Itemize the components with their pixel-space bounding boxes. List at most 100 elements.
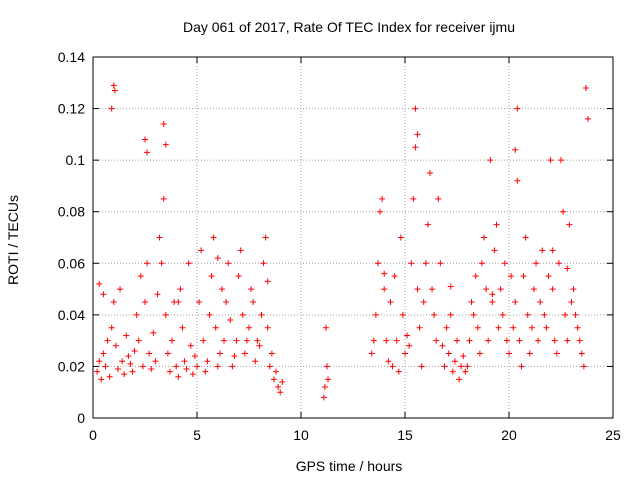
data-point <box>325 376 332 383</box>
data-point <box>158 260 165 267</box>
data-point <box>439 342 446 349</box>
data-point <box>518 363 525 370</box>
data-point <box>372 311 379 318</box>
data-point <box>216 350 223 357</box>
data-point <box>543 324 550 331</box>
data-point <box>200 337 207 344</box>
data-point <box>402 350 408 357</box>
data-point <box>173 363 180 370</box>
data-point <box>100 350 107 357</box>
data-point <box>395 368 402 375</box>
data-point <box>377 208 384 215</box>
data-point <box>447 311 454 318</box>
data-point <box>466 337 473 344</box>
data-point <box>250 298 257 305</box>
data-point <box>160 121 167 128</box>
data-point <box>237 247 244 254</box>
data-point <box>410 195 417 202</box>
data-point <box>241 350 248 357</box>
data-point <box>248 286 255 293</box>
data-point <box>443 324 450 331</box>
data-point <box>487 157 494 164</box>
data-point <box>231 353 238 360</box>
data-point <box>489 298 496 305</box>
data-point <box>177 286 184 293</box>
data-point <box>553 350 560 357</box>
data-point <box>214 255 221 262</box>
data-point <box>146 350 153 357</box>
data-point <box>385 358 392 365</box>
data-point <box>437 260 444 267</box>
data-point <box>391 273 398 280</box>
data-point <box>160 195 167 202</box>
data-point <box>445 350 452 357</box>
data-point <box>379 195 386 202</box>
data-point <box>512 298 519 305</box>
data-point <box>512 146 519 153</box>
data-point <box>393 337 400 344</box>
data-point <box>239 311 246 318</box>
data-point <box>458 363 465 370</box>
data-point <box>204 358 211 365</box>
data-point <box>414 131 421 138</box>
data-point <box>154 291 161 298</box>
data-point <box>144 149 151 156</box>
data-point <box>194 363 200 370</box>
data-point <box>119 358 126 365</box>
data-point <box>221 337 228 344</box>
data-point <box>164 350 171 357</box>
data-point <box>142 298 148 305</box>
x-tick-label: 5 <box>193 427 201 443</box>
data-point <box>485 337 492 344</box>
data-point <box>123 332 130 339</box>
data-point <box>108 105 115 112</box>
data-point <box>246 324 252 331</box>
y-tick-label: 0.06 <box>58 255 85 271</box>
plot-frame <box>92 56 614 419</box>
data-point <box>208 273 215 280</box>
data-point <box>96 358 103 365</box>
data-point <box>279 378 286 385</box>
y-tick-label: 0 <box>77 410 85 426</box>
data-point <box>478 260 485 267</box>
x-tick-label: 25 <box>605 427 621 443</box>
data-point <box>549 286 556 293</box>
data-point <box>541 311 548 318</box>
data-point <box>166 368 173 375</box>
data-point <box>555 260 562 267</box>
data-point <box>514 105 521 112</box>
data-point <box>117 286 124 293</box>
data-point <box>381 270 388 277</box>
y-tick-label: 0.04 <box>58 307 85 323</box>
axis-ticks: 0 5 10 15 20 25 0 0.02 0.04 0.06 0.08 0.1 0.12 0.14 <box>58 49 621 443</box>
data-point <box>422 260 429 267</box>
data-point <box>489 291 496 298</box>
data-point <box>233 337 240 344</box>
data-point <box>98 376 105 383</box>
data-point <box>576 337 583 344</box>
data-point <box>135 337 142 344</box>
data-point <box>162 141 169 148</box>
chart-title: Day 061 of 2017, Rate Of TEC Index for r… <box>183 19 515 35</box>
data-point <box>112 342 119 349</box>
data-point <box>202 368 209 375</box>
data-point <box>582 84 589 91</box>
data-point <box>522 234 529 241</box>
data-point <box>508 273 515 280</box>
data-point <box>321 384 328 391</box>
data-point <box>481 234 488 241</box>
data-point <box>547 157 554 164</box>
data-point <box>152 358 159 365</box>
data-point <box>516 337 523 344</box>
data-point <box>514 177 521 184</box>
data-point <box>435 195 442 202</box>
data-point <box>96 280 103 287</box>
data-point <box>121 371 128 378</box>
data-point <box>191 353 198 360</box>
data-point <box>229 363 236 370</box>
data-point <box>235 273 242 280</box>
x-tick-label: 15 <box>397 427 413 443</box>
data-point <box>580 363 587 370</box>
data-point <box>535 337 542 344</box>
